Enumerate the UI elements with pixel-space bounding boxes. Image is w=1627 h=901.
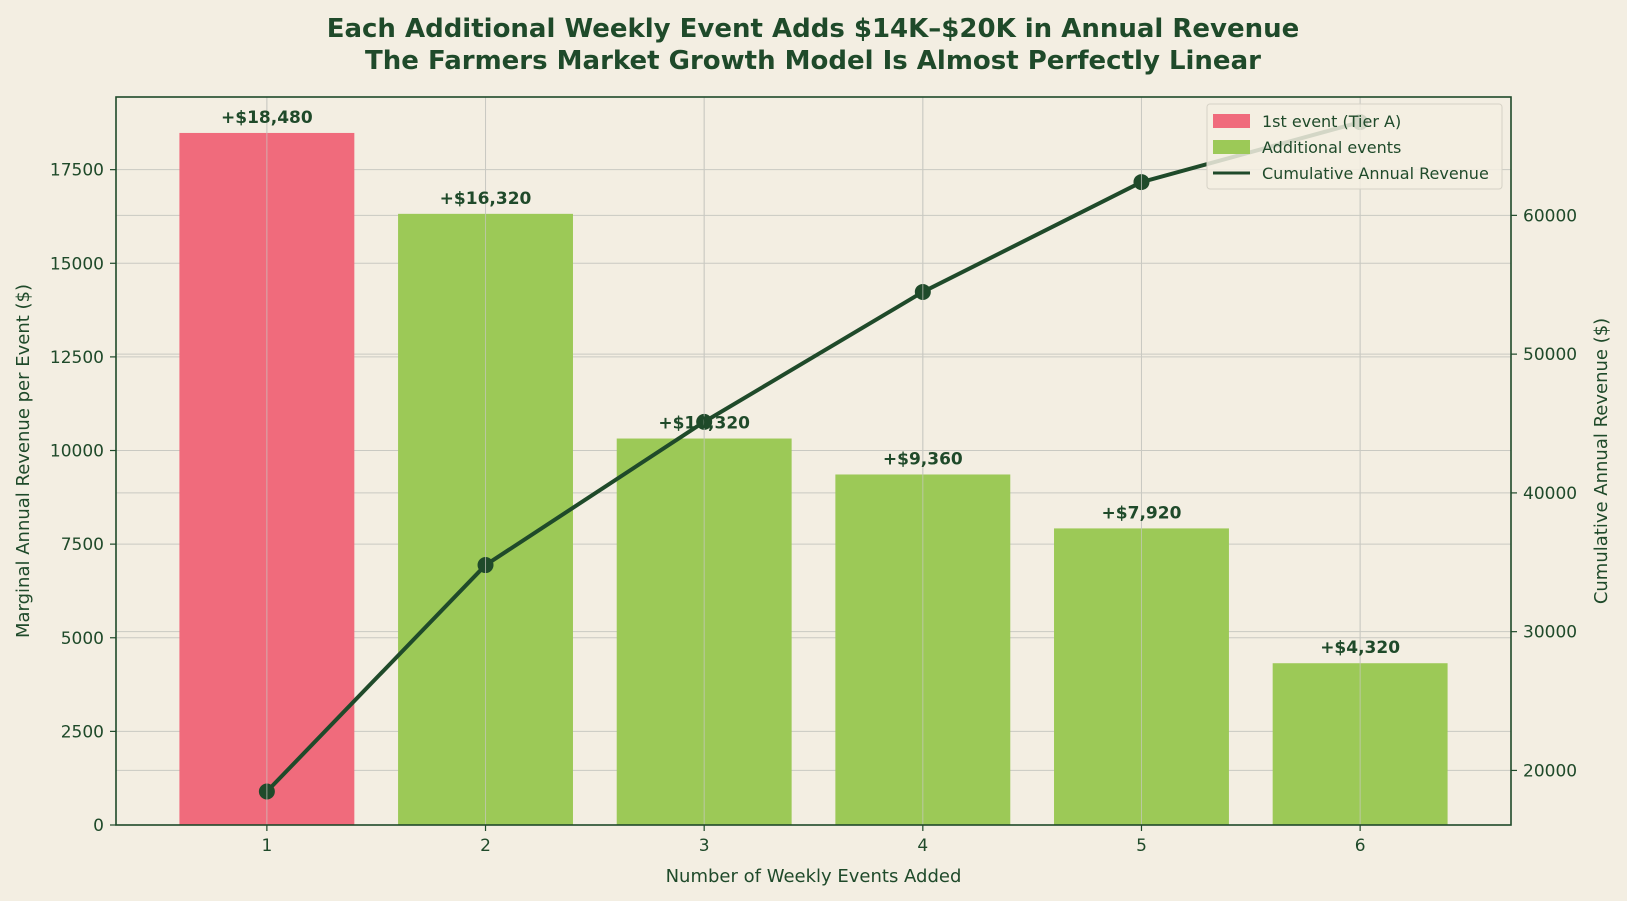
chart-title-line-2: The Farmers Market Growth Model Is Almos…: [365, 46, 1261, 76]
bar-value-label: +$9,360: [883, 449, 963, 469]
legend-box: [1206, 103, 1503, 190]
legend-label: 1st event (Tier A): [1262, 112, 1401, 131]
x-tick-label: 3: [699, 836, 710, 856]
axes-layer: 0 2500 5000 7500 10000 12500 15000 17500 20000 30…: [50, 161, 1577, 856]
legend: 1st event (Tier A) Additional events Cumul…: [1206, 103, 1503, 190]
y2-tick-label: 40000: [1523, 484, 1577, 504]
bar-value-label: +$18,480: [221, 108, 313, 128]
bar-value-label: +$4,320: [1320, 638, 1400, 658]
y-axis-title: Marginal Annual Revenue per Event ($): [13, 284, 34, 638]
y-tick-label: 0: [93, 816, 104, 836]
legend-label: Cumulative Annual Revenue: [1262, 164, 1489, 183]
y-tick-label: 15000: [50, 254, 104, 274]
y2-tick-label: 20000: [1523, 761, 1577, 781]
plot-area-frame: [115, 96, 1512, 826]
x-tick-label: 1: [261, 836, 272, 856]
x-tick-label: 5: [1136, 836, 1147, 856]
legend-swatch: [1213, 140, 1250, 154]
y2-axis-title: Cumulative Annual Revenue ($): [1591, 318, 1612, 604]
bar-labels-layer: +$18,480 +$16,320 +$10,320 +$9,360 +$7,920 +$…: [221, 97, 1400, 825]
legend-swatch: [1213, 114, 1250, 128]
bar-value-label: +$10,320: [658, 414, 750, 434]
y2-tick-label: 50000: [1523, 345, 1577, 365]
y2-tick-label: 60000: [1523, 206, 1577, 226]
y-tick-label: 17500: [50, 161, 104, 181]
x-axis-title: Number of Weekly Events Added: [666, 866, 962, 887]
bar-value-label: +$16,320: [440, 189, 532, 209]
y-tick-label: 7500: [61, 535, 104, 555]
cumulative-line: [264, 120, 1363, 794]
x-tick-label: 2: [480, 836, 491, 856]
y-tick-label: 5000: [61, 629, 104, 649]
y2-tick-label: 30000: [1523, 623, 1577, 643]
legend-label: Additional events: [1262, 138, 1401, 157]
y-tick-label: 12500: [50, 348, 104, 368]
x-tick-label: 6: [1355, 836, 1366, 856]
x-tick-label: 4: [917, 836, 928, 856]
y-tick-label: 2500: [61, 722, 104, 742]
bar-value-label: +$7,920: [1102, 503, 1182, 523]
chart-title-line-1: Each Additional Weekly Event Adds $14K–$…: [327, 14, 1300, 44]
y-tick-label: 10000: [50, 442, 104, 462]
